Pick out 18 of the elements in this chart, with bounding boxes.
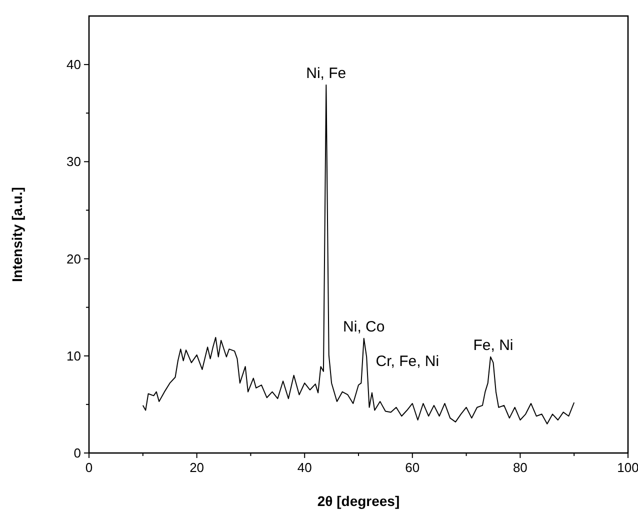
x-tick-label: 80 — [512, 460, 528, 475]
y-tick-label: 0 — [74, 446, 81, 461]
line-series — [142, 84, 575, 424]
x-tick-label: 20 — [190, 460, 204, 475]
x-tick-label: 40 — [297, 460, 312, 475]
annotation: Fe, Ni — [473, 336, 514, 354]
y-tick-label: 40 — [66, 57, 81, 72]
annotation: Cr, Fe, Ni — [376, 353, 440, 370]
x-tick-label: 100 — [617, 460, 638, 475]
x-axis-title: 2θ [degrees] — [317, 493, 400, 509]
y-tick-label: 10 — [66, 348, 81, 364]
x-tick-label: 0 — [85, 460, 93, 475]
y-tick-label: 30 — [66, 154, 81, 170]
annotation: Ni, Co — [343, 318, 385, 336]
annotation: Ni, Fe — [306, 64, 346, 82]
y-tick-label: 20 — [66, 251, 81, 266]
y-axis-title: Intensity [a.u.] — [9, 187, 25, 282]
x-tick-label: 60 — [405, 460, 420, 475]
